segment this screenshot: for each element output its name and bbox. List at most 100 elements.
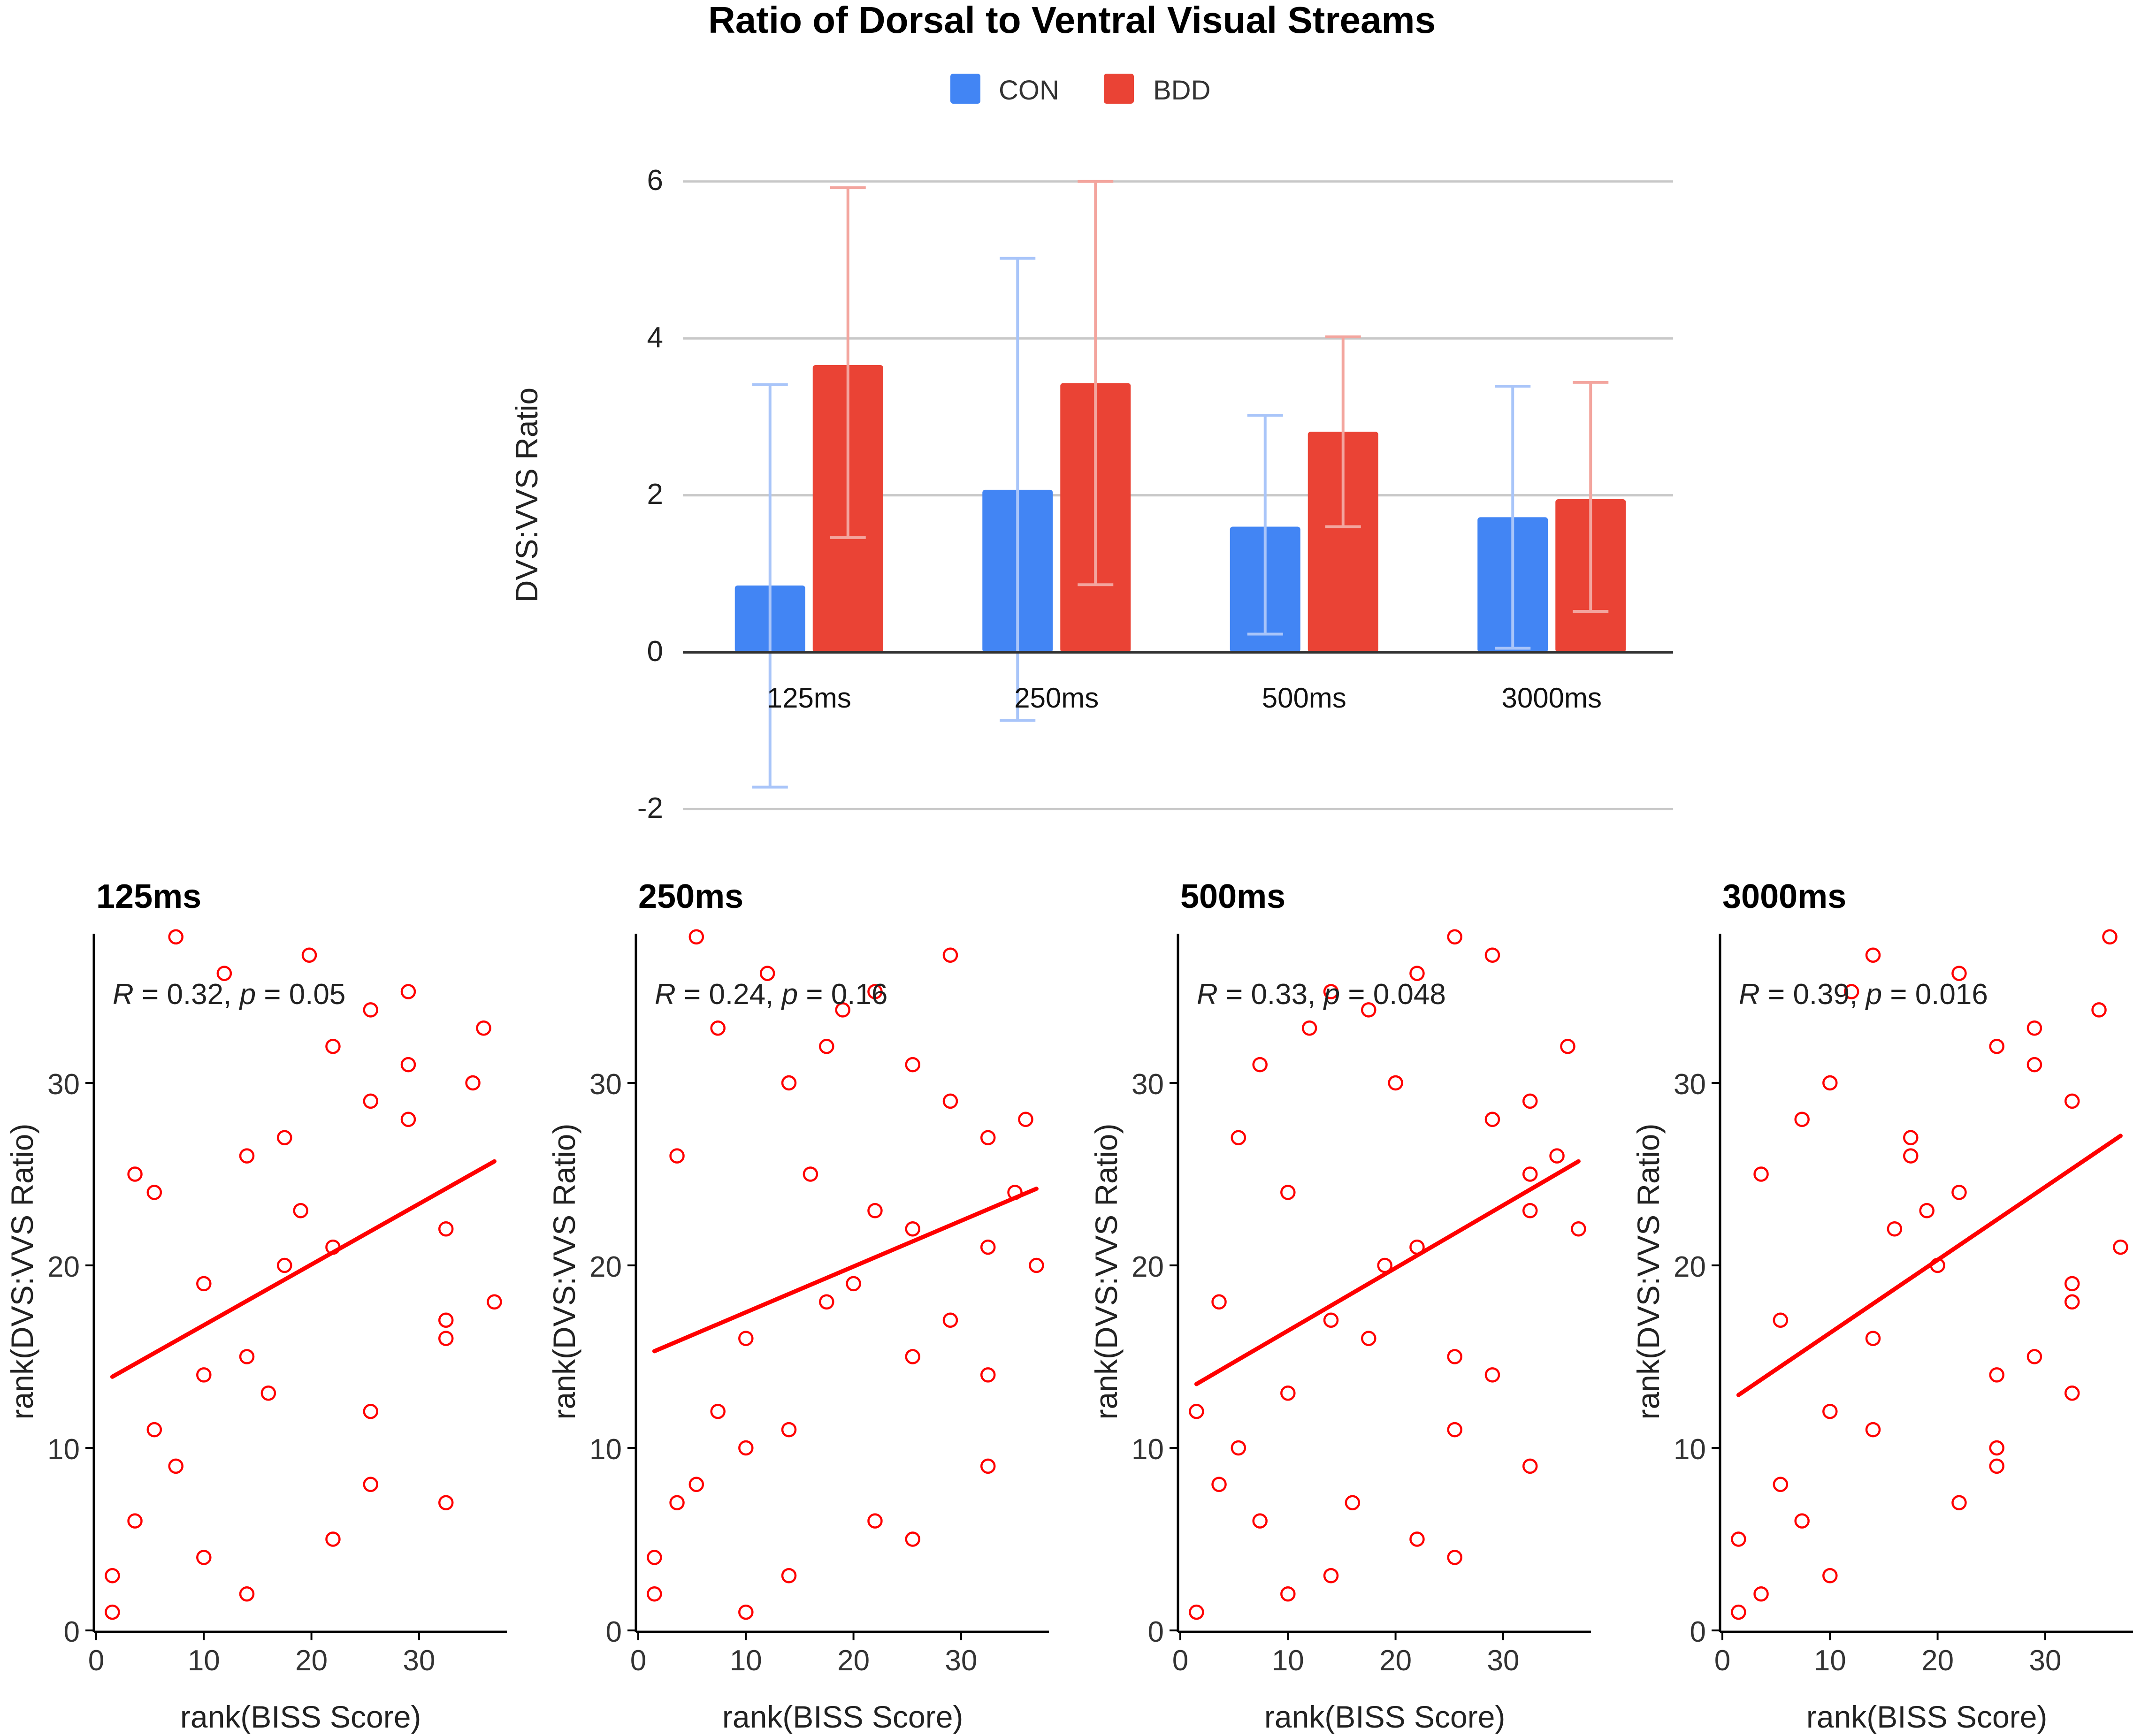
scatter-point (710, 1020, 726, 1036)
scatter-point (1951, 1495, 1967, 1510)
scatter-point (2026, 1057, 2042, 1073)
scatter-point (1361, 1331, 1376, 1346)
scatter-point (1822, 1075, 1838, 1091)
scatter-point (1252, 1513, 1268, 1529)
scatter-point (1989, 1440, 2004, 1456)
scatter-point (905, 1221, 920, 1237)
scatter-point (738, 1331, 754, 1346)
scatter-point (1753, 1166, 1769, 1182)
y-tick-label: 10 (589, 1433, 622, 1466)
scatter-point (1447, 1349, 1462, 1364)
scatter-point (1989, 1458, 2004, 1474)
scatter-point (1919, 1203, 1935, 1218)
scatter-point (1409, 966, 1425, 981)
scatter-point (1280, 1386, 1296, 1401)
y-tick-label: 20 (1132, 1251, 1164, 1283)
x-tick-label: 30 (2029, 1645, 2061, 1677)
scatter-point (1989, 1367, 2004, 1383)
scatter-point (980, 1130, 996, 1145)
panel-title: 500ms (1180, 878, 1285, 915)
scatter-point (1522, 1458, 1538, 1474)
scatter-point (1794, 1112, 1810, 1127)
scatter-point (105, 1604, 120, 1620)
x-tick-label: 20 (1921, 1645, 1954, 1677)
scatter-point (1323, 1568, 1339, 1584)
scatter-point (647, 1550, 662, 1565)
scatter-panel-250ms: 250ms 0 10 20 30 0 10 20 30 rank(BISS Score) rank(… (547, 878, 1049, 1734)
scatter-point (196, 1367, 212, 1383)
scatter-point (146, 1422, 162, 1438)
bar-ytick-0: 0 (647, 635, 663, 668)
legend-swatch-bdd (1104, 74, 1134, 104)
bar-plot-area: 125ms 250ms 500ms 3000ms (683, 180, 1673, 810)
panel-title: 125ms (96, 878, 201, 915)
scatter-point (1822, 1568, 1838, 1584)
bar-ytick-6: 6 (647, 164, 663, 197)
scatter-point (239, 1586, 255, 1602)
x-tick-label: 20 (837, 1645, 870, 1677)
y-tick-label: 30 (47, 1068, 80, 1101)
scatter-point (260, 1386, 276, 1401)
y-tick-label: 10 (1674, 1433, 1706, 1466)
scatter-point (1903, 1130, 1919, 1145)
scatter-point (1865, 1331, 1881, 1346)
scatter-point (277, 1130, 292, 1145)
y-tick-label: 0 (1148, 1616, 1164, 1648)
scatter-point (1773, 1477, 1789, 1492)
panel-title: 3000ms (1722, 878, 1846, 915)
scatter-point (669, 1495, 685, 1510)
scatter-point (846, 1276, 861, 1292)
scatter-point (1731, 1531, 1746, 1547)
scatter-point (1522, 1166, 1538, 1182)
scatter-point (669, 1148, 685, 1164)
scatter-point (301, 947, 317, 963)
scatter-point (905, 1057, 920, 1073)
correlation-annotation: R = 0.24, p = 0.16 (655, 978, 887, 1011)
x-tick-label: 30 (403, 1645, 435, 1677)
scatter-point (1484, 1112, 1500, 1127)
y-tick-label: 30 (1132, 1068, 1164, 1101)
scatter-point (293, 1203, 308, 1218)
y-axis-label: rank(DVS:VVS Ratio) (547, 1124, 581, 1420)
y-axis-label: rank(DVS:VVS Ratio) (5, 1124, 39, 1420)
scatter-point (105, 1568, 120, 1584)
scatter-point (1252, 1057, 1268, 1073)
scatter-point (1280, 1586, 1296, 1602)
scatter-point (1887, 1221, 1903, 1237)
scatter-point (710, 1403, 726, 1419)
scatter-point (400, 1057, 416, 1073)
scatter-point (196, 1276, 212, 1292)
scatter-panel-125ms: 125ms 0 10 20 30 0 10 20 30 rank(BISS Score) rank(… (5, 878, 507, 1734)
x-axis-label: rank(BISS Score) (180, 1699, 421, 1734)
scatter-point (1951, 966, 1967, 981)
scatter-point (738, 1604, 754, 1620)
scatter-point (363, 1002, 378, 1018)
scatter-point (216, 966, 232, 981)
scatter-point (325, 1038, 341, 1054)
scatter-point (465, 1075, 481, 1091)
scatter-point (867, 1513, 883, 1529)
scatter-point (438, 1221, 454, 1237)
scatter-point (1323, 1312, 1339, 1328)
scatter-point (400, 984, 416, 999)
y-tick-label: 0 (606, 1616, 622, 1648)
scatter-point (1522, 1203, 1538, 1218)
bar-xtick-label: 500ms (1262, 682, 1346, 714)
correlation-annotation: R = 0.32, p = 0.05 (113, 978, 345, 1011)
scatter-point (1447, 1422, 1462, 1438)
scatter-point (688, 929, 704, 945)
bar-xtick-label: 250ms (1014, 682, 1099, 714)
scatter-point (688, 1477, 704, 1492)
scatter-point (2064, 1093, 2080, 1109)
scatter-point (476, 1020, 491, 1036)
scatter-point (146, 1185, 162, 1200)
bar-chart-title: Ratio of Dorsal to Ventral Visual Stream… (708, 0, 1436, 41)
scatter-point (759, 966, 775, 981)
scatter-point (803, 1166, 818, 1182)
y-tick-label: 30 (1674, 1068, 1706, 1101)
scatter-point (1231, 1440, 1246, 1456)
scatter-point (1189, 1604, 1204, 1620)
x-axis-label: rank(BISS Score) (1264, 1699, 1506, 1734)
x-tick-label: 20 (1379, 1645, 1412, 1677)
